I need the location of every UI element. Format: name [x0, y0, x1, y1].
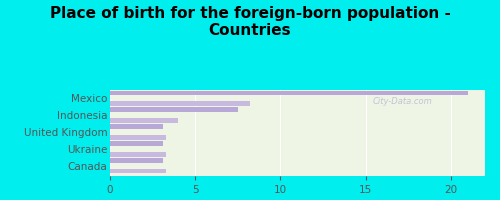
Bar	[110, 152, 166, 157]
Bar	[110, 124, 163, 129]
Bar	[110, 91, 468, 95]
Bar	[110, 107, 238, 112]
Bar	[110, 158, 163, 163]
Text: City-Data.com: City-Data.com	[372, 97, 432, 106]
Bar	[110, 118, 178, 123]
Bar	[110, 135, 166, 140]
Bar	[110, 169, 166, 173]
Bar	[110, 101, 250, 106]
Text: Place of birth for the foreign-born population -
Countries: Place of birth for the foreign-born popu…	[50, 6, 450, 38]
Bar	[110, 141, 163, 146]
